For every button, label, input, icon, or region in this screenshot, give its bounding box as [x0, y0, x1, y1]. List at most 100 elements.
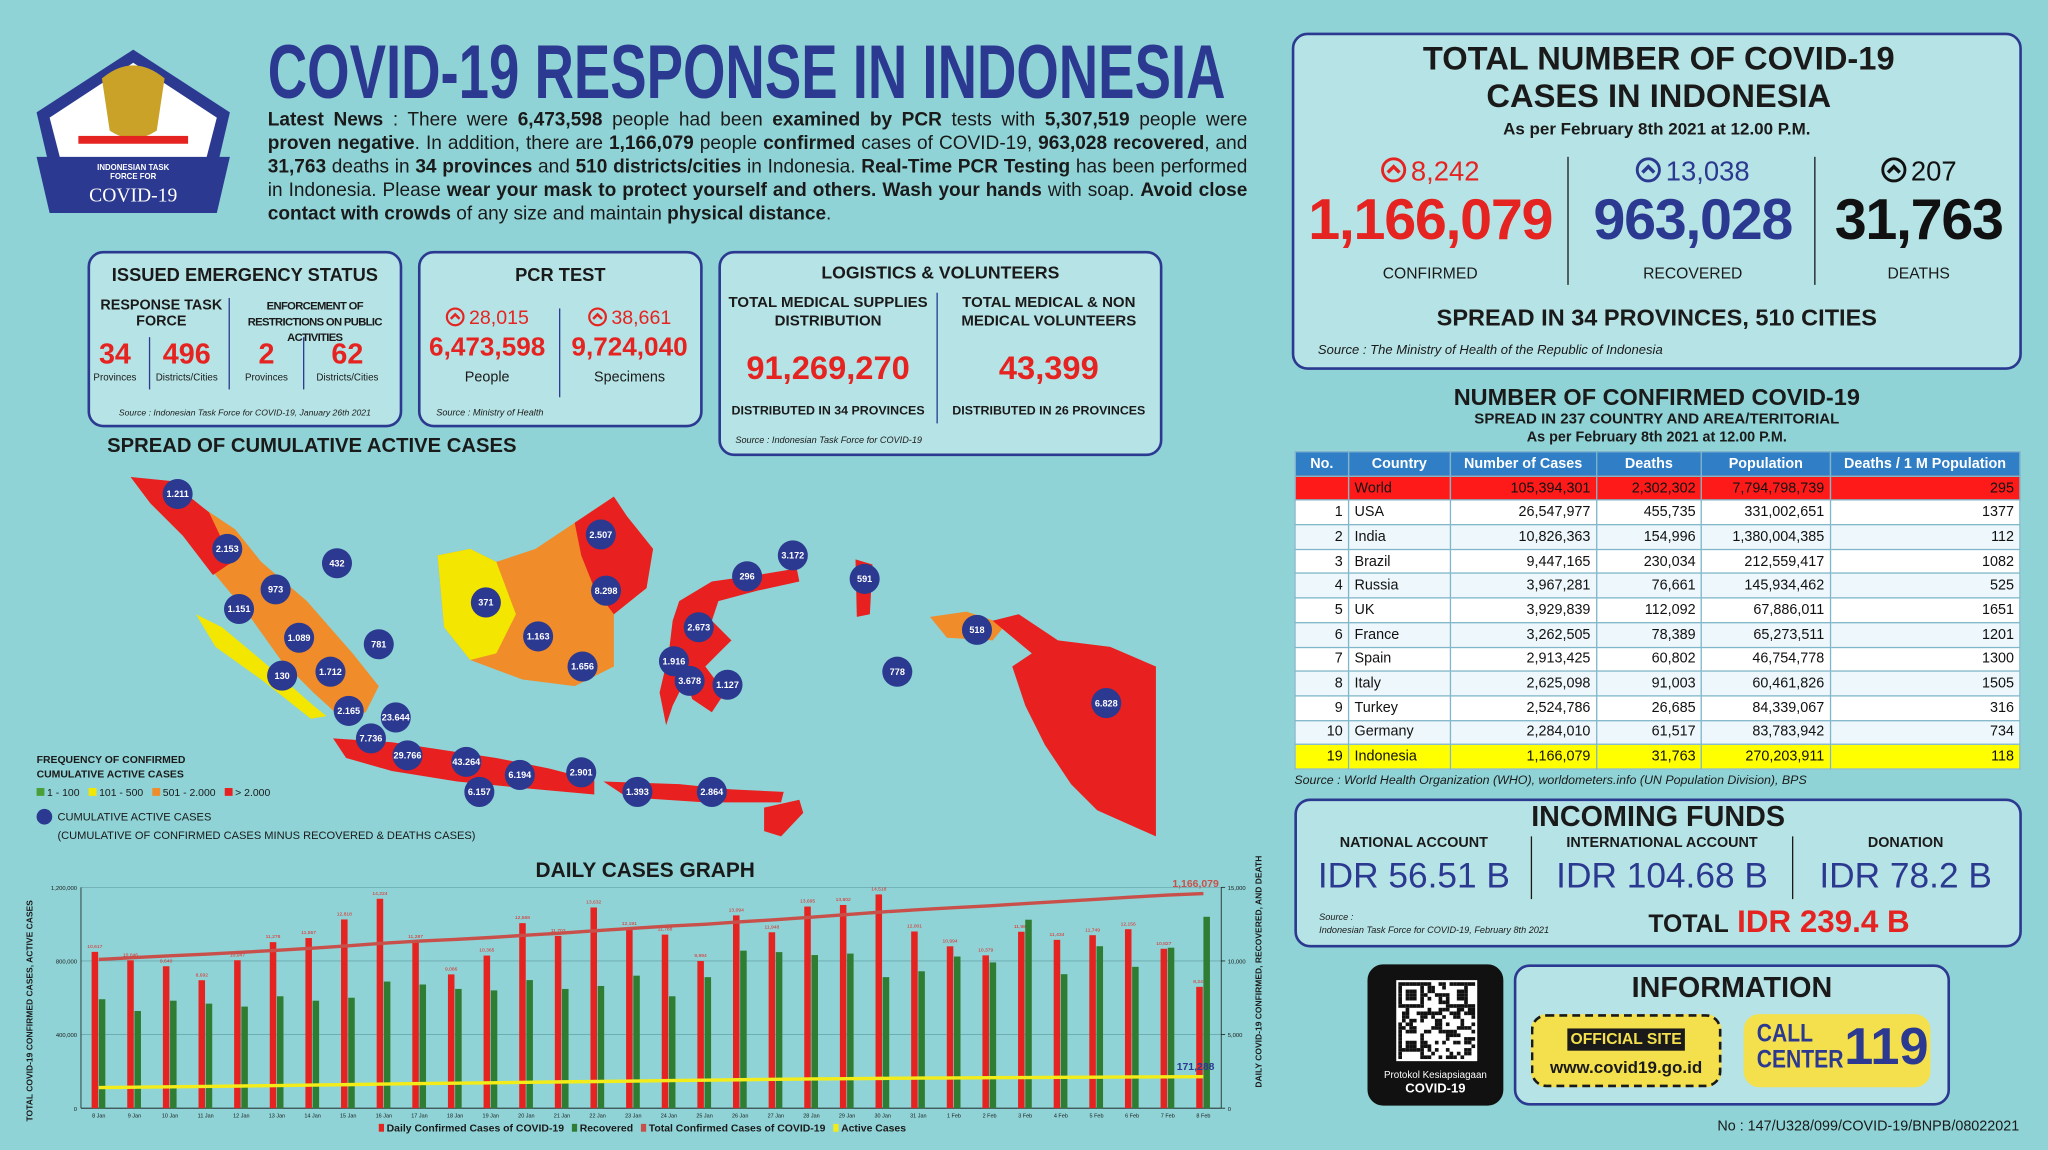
- value-label: 12,818: [337, 912, 352, 918]
- map-bubble: [591, 575, 622, 606]
- table-row: 5 UK 3,929,839 112,092 67,886,011 1651: [1294, 597, 2021, 624]
- news-text: 5,307,519: [1044, 109, 1130, 131]
- table-cell: 2: [1294, 524, 1350, 550]
- bubble-label: 3.678: [678, 676, 701, 686]
- total-increase-value: 207: [1910, 156, 1957, 187]
- map-bubble: [392, 740, 423, 771]
- logistics-box: [718, 250, 1163, 457]
- table-cell: 112,092: [1595, 597, 1703, 624]
- x-tick-label: 9 Jan: [128, 1113, 141, 1119]
- bubble-label: 1.163: [527, 632, 550, 642]
- value-label: 11,557: [301, 930, 316, 936]
- divider: [1530, 836, 1533, 900]
- table-row: 1 USA 26,547,977 455,735 331,002,651 1377: [1294, 499, 2021, 526]
- bar: [554, 935, 562, 1109]
- bar: [982, 955, 989, 1109]
- bar: [732, 915, 740, 1109]
- news-text: 34 provinces: [415, 156, 533, 178]
- x-tick-label: 20 Jan: [518, 1113, 534, 1119]
- table-cell: UK: [1348, 597, 1451, 624]
- table-cell: 84,339,067: [1700, 695, 1831, 721]
- x-tick-label: 2 Feb: [983, 1113, 997, 1119]
- bar: [383, 981, 391, 1109]
- table-cell: 105,394,301: [1449, 475, 1597, 501]
- bar: [668, 996, 676, 1109]
- value-label: 12,191: [622, 921, 637, 927]
- bar: [312, 1000, 320, 1109]
- x-tick-label: 14 Jan: [304, 1113, 320, 1119]
- map-bubble: [355, 723, 386, 754]
- bubble-label: 1.151: [228, 604, 251, 614]
- bar: [626, 928, 633, 1109]
- legend-label: Recovered: [580, 1124, 633, 1135]
- source: Source :: [1319, 913, 1354, 923]
- emergency-box: [87, 250, 403, 428]
- news-text: 1,166,079: [608, 133, 694, 155]
- bubble-label: 1.712: [319, 667, 342, 677]
- x-tick-label: 29 Jan: [839, 1113, 855, 1119]
- map-bubble: [566, 757, 597, 788]
- island: [130, 476, 233, 576]
- divider: [1567, 156, 1569, 285]
- map-bubble: [380, 702, 411, 733]
- x-tick-label: 13 Jan: [269, 1113, 285, 1119]
- table-cell: 7: [1294, 646, 1350, 672]
- value-label: 13,802: [836, 897, 851, 903]
- x-tick-label: 31 Jan: [910, 1113, 926, 1119]
- end-label: 1,166,079: [1172, 879, 1219, 890]
- bar: [170, 1000, 177, 1109]
- table-cell: 455,735: [1595, 499, 1703, 526]
- bar: [633, 975, 640, 1109]
- logistics-label: TOTAL MEDICAL SUPPLIES DISTRIBUTION: [728, 295, 928, 330]
- bar: [376, 898, 384, 1109]
- divider: [936, 292, 938, 424]
- x-tick-label: 7 Feb: [1161, 1113, 1175, 1119]
- logo: [36, 49, 230, 214]
- table-cell: 270,203,911: [1700, 743, 1831, 770]
- line: [98, 1074, 1204, 1090]
- map-bubble: [777, 540, 808, 571]
- map-bubble: [315, 656, 346, 687]
- x-tick-label: 11 Jan: [198, 1113, 214, 1119]
- value-label: 8,692: [196, 972, 209, 978]
- bar: [276, 996, 284, 1109]
- pcr-increase: 38,661: [558, 307, 702, 329]
- x-tick-label: 19 Jan: [483, 1113, 499, 1119]
- source: Source : World Health Organization (WHO)…: [1294, 773, 1807, 789]
- table-cell: France: [1348, 621, 1451, 648]
- bar: [1053, 939, 1061, 1109]
- table-cell: 1377: [1829, 499, 2021, 526]
- value-label: 10,617: [87, 944, 102, 950]
- bubble-label: 1.656: [571, 662, 594, 672]
- table-cell: 3,967,281: [1449, 572, 1597, 599]
- bar: [1096, 946, 1104, 1109]
- bar: [447, 974, 455, 1109]
- bar: [847, 953, 854, 1109]
- news-text: examined by PCR: [772, 109, 942, 131]
- legend-label: (CUMULATIVE OF CONFIRMED CASES MINUS REC…: [57, 830, 475, 842]
- legend-swatch: [88, 788, 97, 796]
- table-subtitle: SPREAD IN 237 COUNTRY AND AREA/TERITORIA…: [1474, 411, 1840, 428]
- pcr-label: Specimens: [593, 369, 666, 386]
- fund-value: IDR 78.2 B: [1819, 855, 1992, 896]
- table-cell: 5: [1294, 597, 1350, 624]
- fund-value: IDR 56.51 B: [1317, 855, 1510, 896]
- value-label: 10,365: [479, 948, 494, 954]
- bar: [740, 950, 747, 1109]
- bar: [490, 990, 498, 1109]
- map-bubble: [1091, 688, 1122, 719]
- fund-label: NATIONAL ACCOUNT: [1339, 835, 1488, 851]
- map-bubble: [470, 587, 501, 618]
- table-cell: India: [1348, 524, 1451, 550]
- box-title: INCOMING FUNDS: [1531, 799, 1786, 833]
- divider: [148, 337, 151, 390]
- value-label: 12,156: [1121, 921, 1136, 927]
- box-title: LOGISTICS & VOLUNTEERS: [821, 262, 1060, 283]
- table-cell: 3: [1294, 548, 1350, 575]
- qr-pattern: [1398, 982, 1476, 1060]
- bubble-label: 29.766: [394, 751, 422, 761]
- table-cell: Italy: [1348, 670, 1451, 697]
- legend-swatch: [640, 1123, 647, 1132]
- bubble-label: 23.644: [382, 713, 411, 723]
- x-tick-label: 24 Jan: [661, 1113, 677, 1119]
